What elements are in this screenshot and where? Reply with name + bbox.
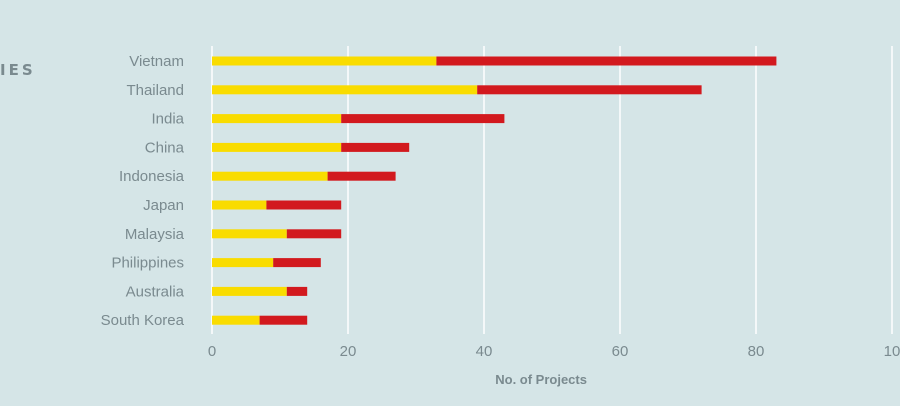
- section-label: IES: [0, 61, 36, 79]
- x-tick-label: 40: [476, 343, 493, 360]
- bar-segment: [341, 142, 410, 152]
- bar-segment: [327, 171, 396, 181]
- bar-segment: [286, 229, 342, 239]
- category-label: Japan: [143, 197, 184, 214]
- bar-segment: [212, 200, 267, 210]
- bar-segment: [273, 258, 321, 268]
- bar-segment: [212, 258, 274, 268]
- bar-segment: [286, 286, 308, 296]
- bar-segment: [212, 286, 287, 296]
- bar-segment: [212, 142, 342, 152]
- category-label: Vietnam: [129, 53, 184, 70]
- x-tick-label: 60: [612, 343, 629, 360]
- bar-segment: [477, 85, 702, 95]
- bar-segment: [212, 171, 328, 181]
- bar-segment: [212, 315, 260, 325]
- bar-segment: [212, 56, 437, 66]
- category-label: South Korea: [101, 312, 185, 329]
- x-tick-label: 0: [208, 343, 216, 360]
- category-label: Malaysia: [125, 226, 185, 243]
- bar-segment: [436, 56, 777, 66]
- x-tick-label: 10: [884, 343, 900, 360]
- category-label: Thailand: [126, 82, 184, 99]
- bar-segment: [341, 114, 505, 124]
- x-axis-label: No. of Projects: [495, 372, 587, 387]
- category-label: Indonesia: [119, 168, 185, 185]
- category-label: India: [151, 111, 184, 128]
- category-label: Australia: [126, 283, 185, 300]
- bar-segment: [259, 315, 308, 325]
- x-tick-label: 80: [748, 343, 765, 360]
- bar-segment: [212, 229, 287, 239]
- x-tick-label: 20: [340, 343, 357, 360]
- bar-segment: [266, 200, 342, 210]
- bar-segment: [212, 114, 342, 124]
- bar-segment: [212, 85, 478, 95]
- category-label: Philippines: [111, 255, 184, 272]
- category-label: China: [145, 139, 185, 156]
